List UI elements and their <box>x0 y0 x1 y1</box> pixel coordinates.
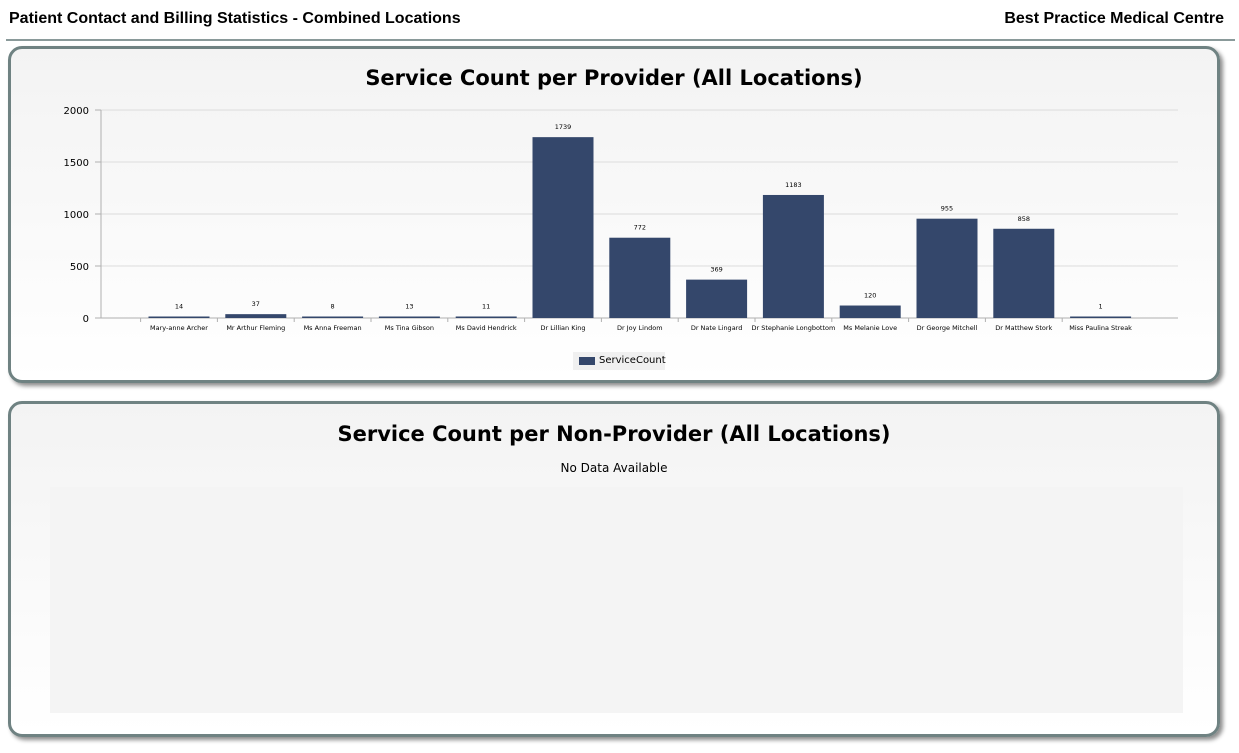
bar-value-label: 1183 <box>785 181 802 189</box>
bar <box>762 194 824 318</box>
bar-value-label: 13 <box>405 303 413 311</box>
legend-label: ServiceCount <box>599 355 666 366</box>
x-tick-label: Mr Arthur Fleming <box>226 324 285 332</box>
bar <box>1070 316 1132 318</box>
bar <box>532 137 594 318</box>
bar-value-label: 1739 <box>555 123 572 131</box>
provider-chart-title: Service Count per Provider (All Location… <box>365 66 863 90</box>
x-tick-label: Dr Lillian King <box>540 324 585 332</box>
header-divider <box>6 39 1235 41</box>
bar <box>609 237 671 318</box>
x-tick-label: Dr Nate Lingard <box>691 324 743 332</box>
bar <box>225 314 287 318</box>
legend-swatch <box>579 357 595 365</box>
x-tick-label: Ms Tina Gibson <box>385 324 434 332</box>
provider-bar-chart: 0 500 1000 1500 2000 14 Mary-anne Archer 37 Mr A… <box>64 106 1178 332</box>
provider-chart-panel: Service Count per Provider (All Location… <box>8 46 1220 383</box>
bar-value-label: 772 <box>634 224 646 232</box>
bar-value-label: 858 <box>1018 215 1030 223</box>
x-tick-label: Dr Joy Lindom <box>617 324 663 332</box>
bar <box>302 316 364 318</box>
bar <box>455 316 517 318</box>
y-tick-label: 500 <box>70 262 89 273</box>
chart-legend: ServiceCount <box>573 352 666 370</box>
non-provider-chart-title: Service Count per Non-Provider (All Loca… <box>337 422 891 446</box>
bar <box>839 305 901 318</box>
x-tick-label: Miss Paulina Streak <box>1069 324 1132 332</box>
x-tick-label: Ms Anna Freeman <box>304 324 362 332</box>
bar-value-label: 8 <box>331 303 335 311</box>
x-tick-label: Ms David Hendrick <box>456 324 517 332</box>
y-tick-label: 1000 <box>64 210 89 221</box>
bar-value-label: 120 <box>864 292 876 300</box>
no-data-message: No Data Available <box>560 461 668 475</box>
x-tick-label: Dr Matthew Stork <box>995 324 1052 332</box>
bar-value-label: 37 <box>252 300 260 308</box>
bar <box>993 228 1055 318</box>
bar <box>148 316 210 318</box>
clinic-name: Best Practice Medical Centre <box>1004 10 1224 27</box>
non-provider-chart-panel: Service Count per Non-Provider (All Loca… <box>8 401 1220 737</box>
bar <box>686 279 748 318</box>
y-tick-label: 2000 <box>64 106 89 117</box>
x-tick-label: Mary-anne Archer <box>150 324 208 332</box>
x-tick-label: Dr George Mitchell <box>917 324 978 332</box>
y-tick-label: 1500 <box>64 158 89 169</box>
x-tick-label: Ms Melanie Love <box>843 324 897 332</box>
bar-value-label: 369 <box>710 266 722 274</box>
bar-value-label: 1 <box>1099 303 1103 311</box>
report-title: Patient Contact and Billing Statistics -… <box>9 10 461 27</box>
bar-value-label: 11 <box>482 303 490 311</box>
x-tick-label: Dr Stephanie Longbottom <box>751 324 835 332</box>
empty-chart-area <box>50 487 1183 713</box>
report-header: Patient Contact and Billing Statistics -… <box>0 0 1239 41</box>
bar <box>916 218 978 318</box>
bar-value-label: 14 <box>175 303 183 311</box>
bar-value-label: 955 <box>941 205 953 213</box>
y-tick-label: 0 <box>83 314 89 325</box>
bar <box>378 316 440 318</box>
